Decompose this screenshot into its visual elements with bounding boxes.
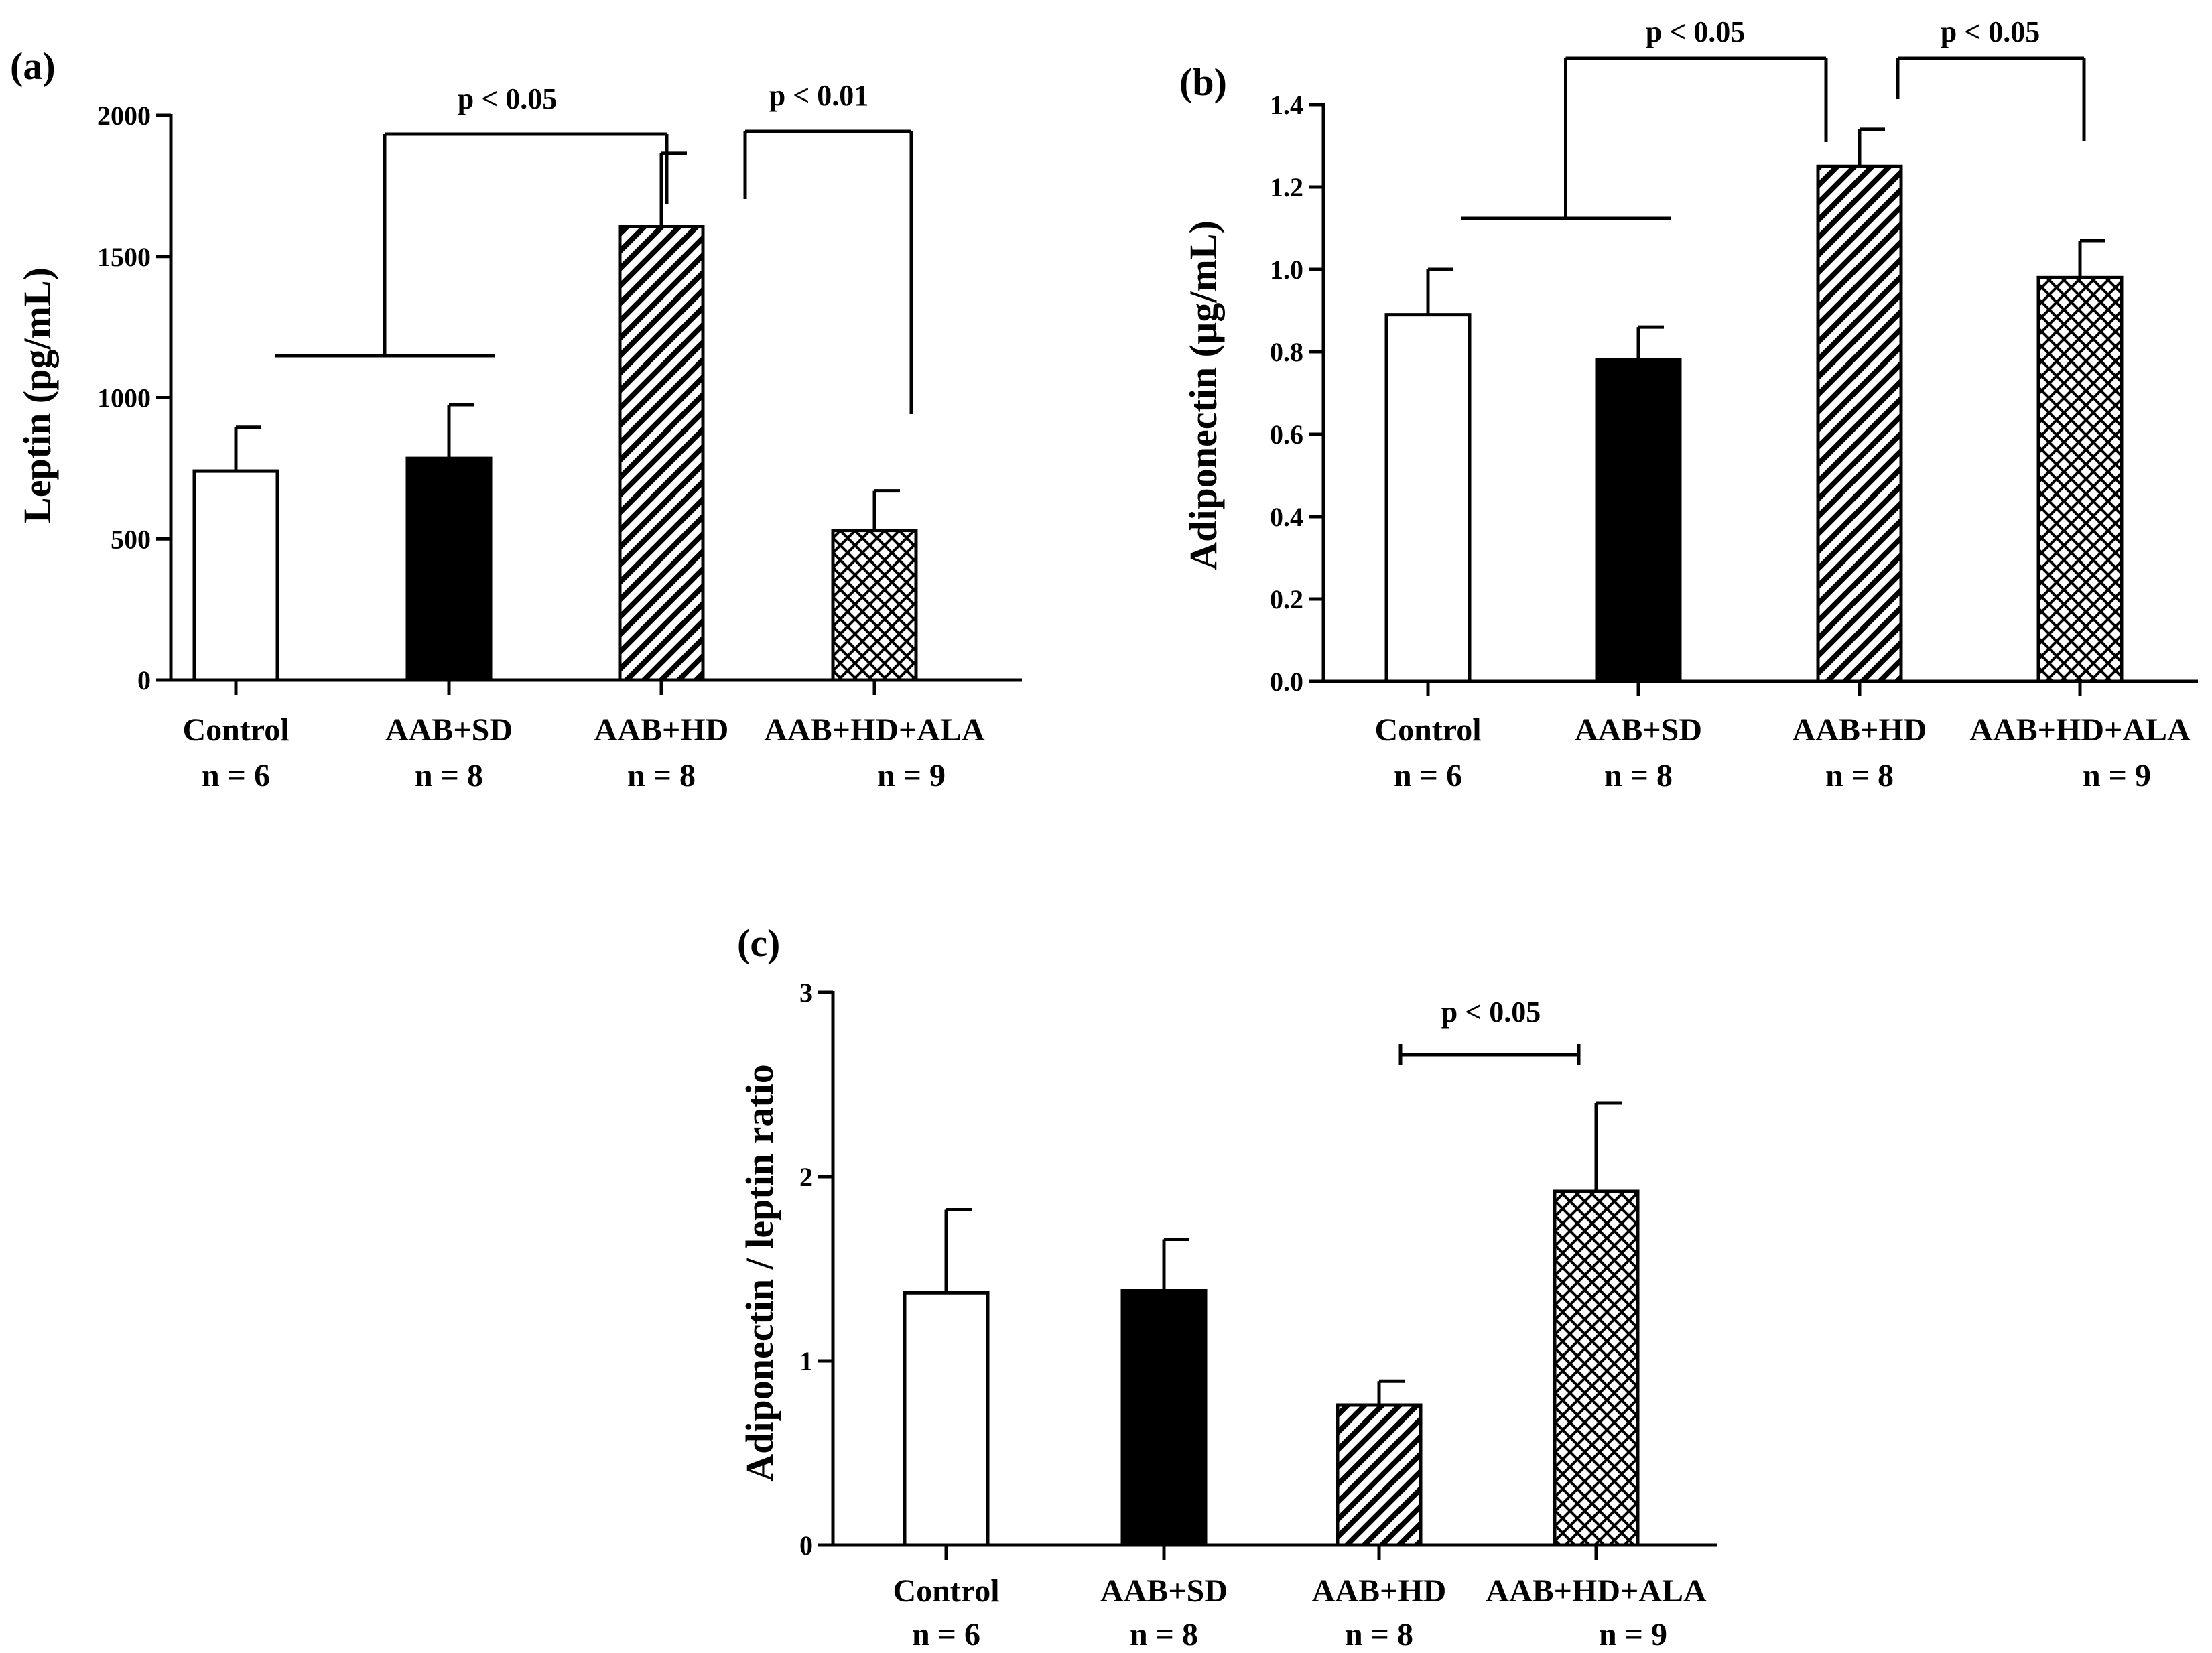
p-value-label: p < 0.05 [1941,15,2040,48]
bar [1553,1189,1640,1547]
y-tick-label: 500 [111,524,151,554]
p-value-label: p < 0.01 [769,79,869,112]
bar [903,1291,990,1547]
sample-size-label: n = 8 [415,758,483,793]
category-label: Control [893,1573,999,1609]
category-label: AAB+HD+ALA [764,712,985,748]
category-label: AAB+SD [385,712,513,748]
bar [192,469,279,682]
category-label: Control [1374,712,1481,748]
bar [831,529,918,682]
category-label: AAB+SD [1100,1573,1228,1609]
sample-size-label: n = 8 [1604,758,1673,793]
y-tick-label: 3 [799,978,813,1008]
sample-size-label: n = 8 [1345,1617,1413,1652]
p-value-label: p < 0.05 [1441,996,1541,1029]
y-tick-label: 1500 [97,242,151,272]
chart-panel-a: (a) Leptin (pg/mL) 0 500 1000 1500 2000 Control… [10,44,1022,793]
y-tick-label: 2000 [97,101,151,131]
category-label: AAB+HD [1312,1573,1447,1609]
category-label: AAB+HD [594,712,729,748]
panel-label: (a) [10,44,56,88]
y-tick-label: 0.8 [1270,337,1303,367]
y-tick-label: 0 [799,1530,813,1561]
y-tick-label: 1 [799,1346,813,1376]
y-axis-title: Leptin (pg/mL) [15,267,59,523]
sample-size-label: n = 9 [1599,1617,1667,1652]
panel-label: (c) [737,921,780,965]
bar [1384,313,1472,683]
sample-size-label: n = 6 [912,1617,980,1652]
category-label: AAB+HD+ALA [1486,1573,1707,1609]
y-tick-label: 0 [137,665,151,696]
sample-size-label: n = 9 [877,758,946,793]
y-tick-label: 0.4 [1270,502,1303,532]
bar [1595,358,1682,683]
chart-panel-b: (b) Adiponectin (µg/mL) 0.0 0.2 0.4 0.6 0.8 1.0… [1179,15,2198,793]
category-label: AAB+HD+ALA [1969,712,2191,748]
bar [1336,1403,1423,1547]
y-tick-label: 0.2 [1270,584,1303,614]
sample-size-label: n = 6 [202,758,270,793]
category-label: Control [182,712,289,748]
y-tick-label: 2 [799,1162,813,1192]
y-tick-label: 1000 [97,383,151,413]
sample-size-label: n = 6 [1394,758,1462,793]
y-tick-label: 1.0 [1270,255,1303,285]
chart-panel-c: (c) Adiponectin / leptin ratio 0 1 2 3 Control… [737,921,1717,1652]
sample-size-label: n = 8 [1825,758,1894,793]
p-value-label: p < 0.05 [1646,15,1746,48]
category-label: AAB+HD [1793,712,1927,748]
y-axis-title: Adiponectin / leptin ratio [738,1064,781,1482]
bar [618,224,705,682]
sample-size-label: n = 9 [2083,758,2151,793]
bar [1816,164,1903,683]
bar [1120,1289,1208,1547]
category-label: AAB+SD [1575,712,1702,748]
y-tick-label: 0.6 [1270,419,1303,450]
y-tick-label: 1.2 [1270,172,1303,202]
bar [2036,275,2124,683]
sample-size-label: n = 8 [1130,1617,1198,1652]
y-tick-label: 1.4 [1270,90,1303,120]
panel-label: (b) [1179,60,1227,104]
y-tick-label: 0.0 [1270,667,1303,697]
bar [405,456,493,682]
y-axis-title: Adiponectin (µg/mL) [1181,220,1225,570]
sample-size-label: n = 8 [627,758,696,793]
p-value-label: p < 0.05 [458,82,558,115]
